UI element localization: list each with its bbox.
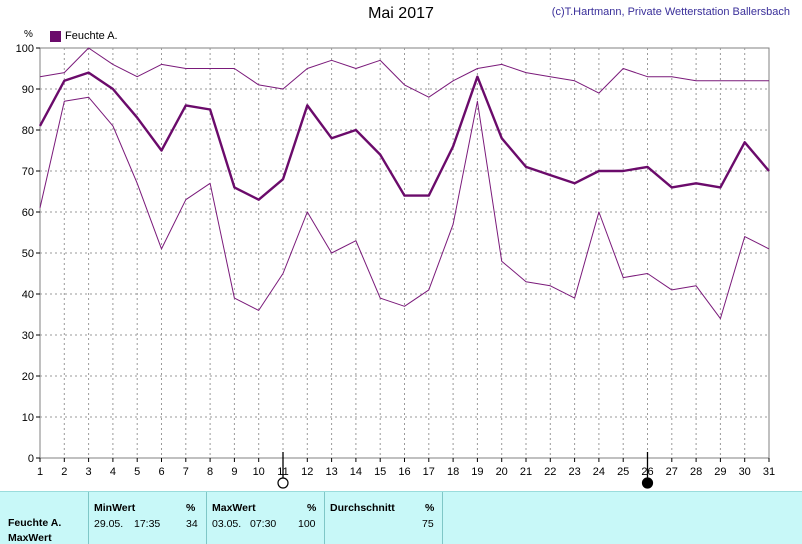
x-tick-label: 30 — [739, 466, 751, 478]
x-tick-label: 3 — [86, 466, 92, 478]
y-tick-label: 0 — [28, 453, 34, 465]
y-tick-label: 50 — [22, 248, 34, 260]
x-tick-label: 12 — [301, 466, 313, 478]
y-tick-label: 90 — [22, 84, 34, 96]
x-tick-label: 9 — [231, 466, 237, 478]
x-tick-label: 24 — [593, 466, 605, 478]
x-tick-label: 15 — [374, 466, 386, 478]
min-header: MinWert — [94, 502, 136, 514]
x-tick-label: 22 — [544, 466, 556, 478]
y-tick-label: 10 — [22, 412, 34, 424]
x-tick-label: 27 — [666, 466, 678, 478]
stats-divider — [206, 492, 207, 544]
y-tick-label: 40 — [22, 289, 34, 301]
avg-value: 75 — [422, 518, 434, 530]
x-tick-label: 18 — [447, 466, 459, 478]
x-tick-label: 2 — [61, 466, 67, 478]
x-tick-label: 16 — [398, 466, 410, 478]
min-date: 29.05. — [94, 518, 124, 530]
x-tick-label: 10 — [253, 466, 265, 478]
stats-divider — [442, 492, 443, 544]
max-time: 07:30 — [250, 518, 277, 530]
copyright-note: (c)T.Hartmann, Private Wetterstation Bal… — [551, 6, 790, 18]
x-tick-label: 29 — [714, 466, 726, 478]
y-tick-label: 70 — [22, 166, 34, 178]
min-time: 17:35 — [134, 518, 161, 530]
stats-divider — [88, 492, 89, 544]
x-tick-label: 25 — [617, 466, 629, 478]
max-unit: % — [307, 502, 317, 514]
min-unit: % — [186, 502, 196, 514]
series-line-min — [39, 96, 770, 320]
x-tick-label: 31 — [763, 466, 775, 478]
y-tick-label: 80 — [22, 125, 34, 137]
full-moon-icon — [277, 477, 289, 489]
x-tick-label: 4 — [110, 466, 116, 478]
avg-unit: % — [425, 502, 435, 514]
min-value: 34 — [186, 518, 198, 530]
max-date: 03.05. — [212, 518, 242, 530]
x-tick-label: 6 — [158, 466, 164, 478]
series-line-max — [39, 47, 769, 98]
x-tick-label: 1 — [37, 466, 43, 478]
x-tick-label: 21 — [520, 466, 532, 478]
x-tick-label: 28 — [690, 466, 702, 478]
x-tick-label: 7 — [183, 466, 189, 478]
y-axis-label: % — [24, 29, 33, 40]
y-tick-label: 100 — [16, 43, 34, 55]
y-tick-label: 60 — [22, 207, 34, 219]
legend: Feuchte A. — [50, 30, 118, 42]
max-header: MaxWert — [212, 502, 256, 514]
x-tick-label: 23 — [568, 466, 580, 478]
chart-title: Mai 2017 — [368, 5, 434, 22]
x-tick-label: 19 — [471, 466, 483, 478]
x-tick-label: 13 — [325, 466, 337, 478]
y-tick-label: 20 — [22, 371, 34, 383]
x-tick-label: 5 — [134, 466, 140, 478]
stats-panel: Feuchte A. MaxWert MinWert % 29.05. 17:3… — [0, 491, 802, 544]
y-tick-label: 30 — [22, 330, 34, 342]
x-tick-label: 14 — [350, 466, 362, 478]
stats-row-label: Feuchte A. — [8, 517, 62, 529]
max-value: 100 — [298, 518, 316, 530]
avg-header: Durchschnitt — [330, 502, 395, 514]
x-tick-label: 8 — [207, 466, 213, 478]
series-line-avg — [38, 71, 770, 201]
stats-divider — [324, 492, 325, 544]
x-tick-label: 20 — [496, 466, 508, 478]
stats-row-label-2: MaxWert — [8, 532, 52, 544]
legend-swatch — [50, 30, 61, 42]
legend-label: Feuchte A. — [65, 30, 118, 42]
new-moon-icon — [641, 477, 654, 489]
x-tick-label: 17 — [423, 466, 435, 478]
